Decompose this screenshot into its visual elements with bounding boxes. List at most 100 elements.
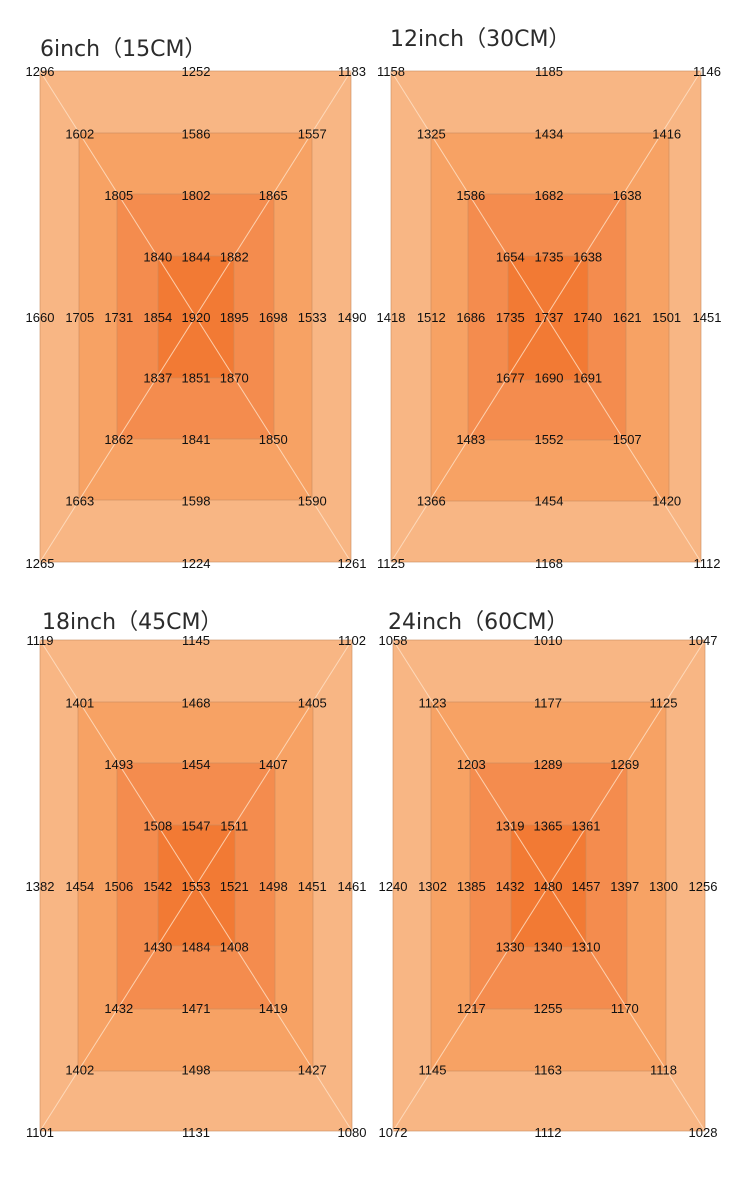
ppfd-map-24inch: 1058 1010 1047 1240 1256 1072 1112 1028 1123 1177…	[379, 633, 718, 1140]
ppfd-label-ring4-br: 1310	[572, 939, 601, 954]
ppfd-label-ring1-tl: 1158	[377, 64, 405, 79]
ppfd-label-ring4-tl: 1654	[496, 250, 525, 265]
ppfd-label-ring2-ml: 1454	[65, 879, 94, 894]
panel-title: 18inch（45CM）	[42, 610, 223, 635]
ppfd-label-center: 1480	[534, 879, 563, 894]
ppfd-label-ring4-ml: 1735	[496, 310, 525, 325]
ppfd-label-ring4-bl: 1837	[143, 370, 172, 385]
ppfd-label-ring3-ml: 1686	[456, 310, 485, 325]
ppfd-label-ring4-tr: 1882	[220, 250, 249, 265]
ppfd-label-ring2-tl: 1325	[417, 127, 446, 142]
ppfd-label-ring3-br: 1419	[259, 1001, 288, 1016]
ppfd-label-ring2-tm: 1468	[182, 696, 211, 711]
ppfd-label-ring2-bl: 1145	[419, 1062, 447, 1077]
ppfd-label-ring3-br: 1507	[613, 432, 642, 447]
ppfd-label-ring1-bl: 1101	[26, 1125, 54, 1140]
ppfd-label-ring1-br: 1112	[694, 556, 721, 571]
ppfd-label-ring4-tm: 1844	[182, 250, 211, 265]
ppfd-label-ring1-ml: 1418	[377, 310, 406, 325]
ppfd-label-ring3-tr: 1407	[259, 757, 288, 772]
diagonal-guide-2	[390, 70, 702, 563]
ppfd-label-ring3-mr: 1498	[259, 879, 288, 894]
ppfd-label-ring4-mr: 1740	[573, 310, 602, 325]
ppfd-label-ring1-br: 1080	[338, 1125, 367, 1140]
ppfd-label-ring3-tl: 1203	[457, 757, 486, 772]
ppfd-label-ring1-mr: 1451	[693, 310, 722, 325]
ppfd-label-ring4-tl: 1508	[143, 819, 172, 834]
ppfd-label-ring3-ml: 1506	[104, 879, 133, 894]
ppfd-label-ring2-tm: 1586	[182, 127, 211, 142]
ppfd-label-ring4-ml: 1854	[143, 310, 172, 325]
ppfd-label-ring1-bm: 1224	[182, 556, 211, 571]
ppfd-label-ring2-tr: 1416	[652, 127, 681, 142]
ppfd-label-ring3-tm: 1802	[182, 188, 211, 203]
ppfd-label-ring2-tl: 1123	[419, 696, 447, 711]
ppfd-label-ring2-bm: 1454	[535, 493, 564, 508]
ppfd-label-ring1-tl: 1058	[379, 633, 408, 648]
ppfd-label-ring1-tm: 1185	[535, 64, 563, 79]
chart-panel-18inch: 18inch（45CM） 1119 1145 1102 1382 1461 1101 113…	[0, 600, 375, 1200]
ppfd-map-18inch: 1119 1145 1102 1382 1461 1101 1131 1080 1401 1468…	[26, 633, 367, 1140]
ppfd-label-ring3-mr: 1397	[610, 879, 639, 894]
ppfd-label-ring2-br: 1590	[298, 493, 327, 508]
ppfd-label-ring2-ml: 1512	[417, 310, 446, 325]
ppfd-label-ring2-tm: 1434	[535, 127, 564, 142]
ppfd-label-ring1-tm: 1145	[182, 633, 210, 648]
ppfd-label-ring1-br: 1028	[689, 1125, 718, 1140]
ppfd-label-ring1-mr: 1461	[338, 879, 367, 894]
ppfd-label-ring1-tr: 1102	[338, 633, 366, 648]
ppfd-label-ring1-tm: 1010	[534, 633, 563, 648]
ppfd-label-ring2-bl: 1366	[417, 493, 446, 508]
ppfd-label-ring4-tr: 1361	[572, 819, 601, 834]
ppfd-label-ring4-br: 1691	[573, 370, 602, 385]
ppfd-label-ring3-br: 1170	[611, 1001, 639, 1016]
diagonal-guide-2	[39, 70, 352, 563]
ppfd-label-ring3-tl: 1493	[104, 757, 133, 772]
ppfd-label-center: 1737	[535, 310, 564, 325]
ppfd-label-ring4-bl: 1677	[496, 370, 525, 385]
chart-panel-6inch: 6inch（15CM） 1296 1252 1183 1660 1490 1265 1224…	[0, 0, 375, 600]
ppfd-label-ring2-tl: 1602	[65, 127, 94, 142]
ppfd-label-ring3-tm: 1682	[535, 188, 564, 203]
ppfd-label-ring4-tl: 1840	[143, 250, 172, 265]
ppfd-label-ring1-tm: 1252	[182, 64, 211, 79]
ppfd-label-ring1-br: 1261	[338, 556, 367, 571]
ppfd-label-ring1-ml: 1660	[26, 310, 55, 325]
ppfd-label-ring4-bm: 1851	[182, 370, 211, 385]
ppfd-label-ring3-bm: 1471	[182, 1001, 211, 1016]
ppfd-label-ring2-tl: 1401	[65, 696, 94, 711]
ppfd-label-ring1-tr: 1146	[693, 64, 721, 79]
ppfd-label-ring3-tm: 1454	[182, 757, 211, 772]
ppfd-label-ring2-tm: 1177	[534, 696, 562, 711]
panel-title: 6inch（15CM）	[40, 37, 207, 62]
ppfd-label-ring4-bm: 1484	[182, 939, 211, 954]
ppfd-label-ring2-br: 1427	[298, 1062, 327, 1077]
ppfd-label-ring1-bl: 1125	[377, 556, 405, 571]
ppfd-label-ring4-br: 1870	[220, 370, 249, 385]
ppfd-label-ring3-ml: 1385	[457, 879, 486, 894]
ppfd-label-ring2-ml: 1302	[418, 879, 447, 894]
diagonal-guide-2	[392, 639, 706, 1132]
panel-title: 12inch（30CM）	[390, 27, 571, 52]
ppfd-label-ring1-tl: 1296	[26, 64, 55, 79]
ppfd-label-ring3-tr: 1269	[610, 757, 639, 772]
ppfd-label-ring4-bm: 1690	[535, 370, 564, 385]
ppfd-label-ring3-tl: 1805	[104, 188, 133, 203]
ppfd-label-ring2-bl: 1663	[65, 493, 94, 508]
ppfd-label-ring3-bm: 1552	[535, 432, 564, 447]
ppfd-label-ring4-mr: 1457	[572, 879, 601, 894]
ppfd-label-ring3-bl: 1217	[457, 1001, 486, 1016]
ppfd-label-ring4-br: 1408	[220, 939, 249, 954]
ppfd-label-ring3-ml: 1731	[104, 310, 133, 325]
ppfd-label-ring2-tr: 1405	[298, 696, 327, 711]
ppfd-label-ring3-bm: 1841	[182, 432, 211, 447]
chart-panel-12inch: 12inch（30CM） 1158 1185 1146 1418 1451 1125 116…	[375, 0, 750, 600]
ppfd-label-ring2-ml: 1705	[65, 310, 94, 325]
ppfd-label-ring2-mr: 1300	[649, 879, 678, 894]
ppfd-label-ring1-bm: 1168	[535, 556, 563, 571]
ppfd-label-ring1-ml: 1240	[379, 879, 408, 894]
ppfd-label-ring2-mr: 1533	[298, 310, 327, 325]
ppfd-label-ring2-tr: 1557	[298, 127, 327, 142]
ppfd-label-ring4-ml: 1542	[143, 879, 172, 894]
ppfd-label-ring2-tr: 1125	[649, 696, 677, 711]
